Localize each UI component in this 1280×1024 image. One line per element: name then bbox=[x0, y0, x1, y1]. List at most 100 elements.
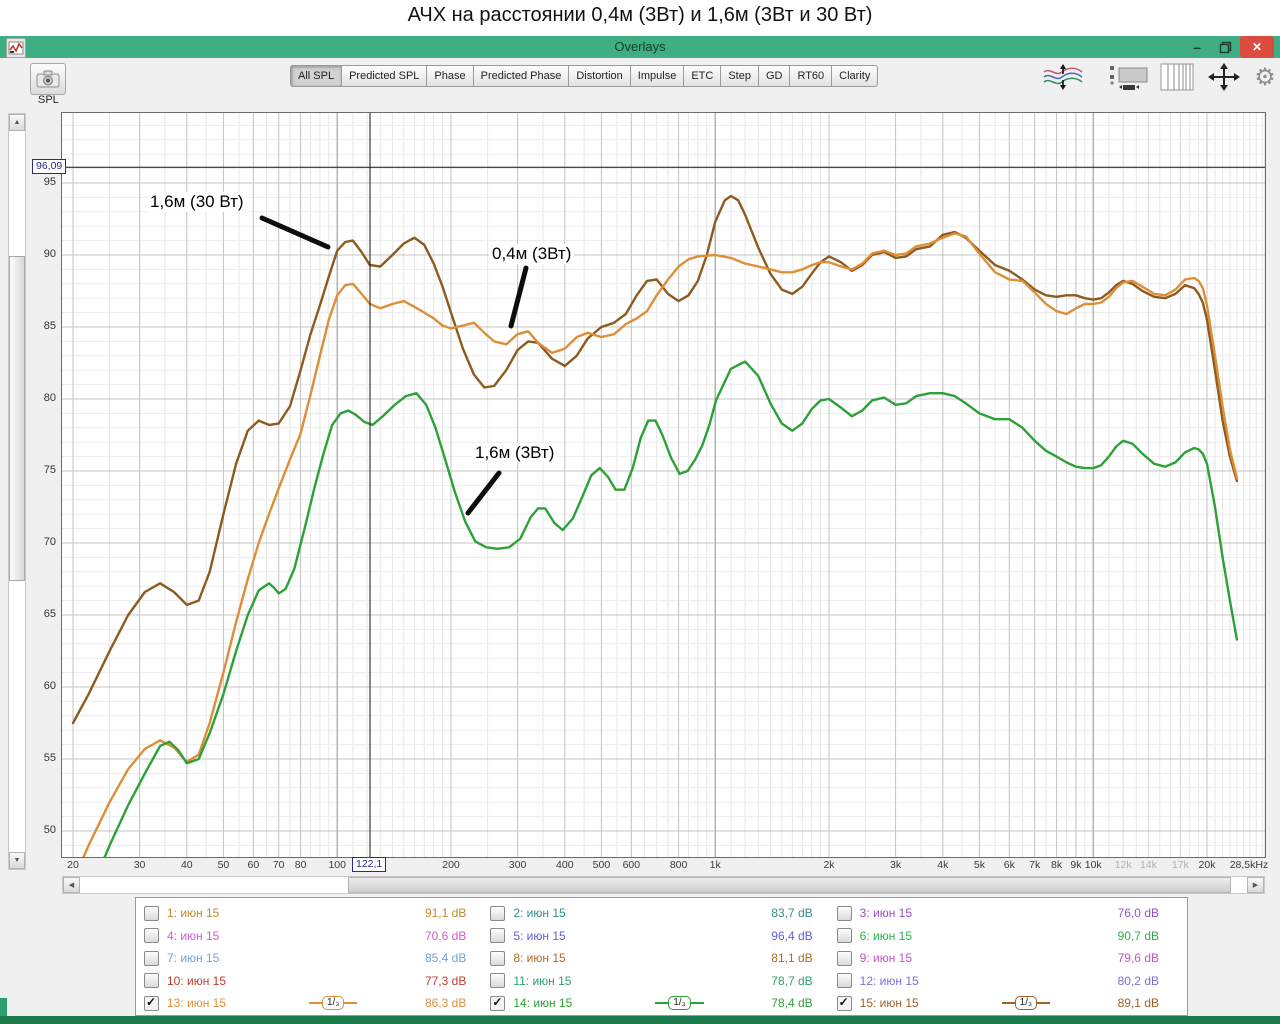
annotation-pointer-0-4-3 bbox=[508, 265, 529, 329]
graph-layout-button[interactable] bbox=[1104, 62, 1154, 92]
x-tick-14k: 14k bbox=[1139, 859, 1157, 871]
horizontal-scrollbar[interactable]: ◀ ▶ bbox=[62, 876, 1265, 894]
x-tick-800: 800 bbox=[669, 859, 688, 871]
tab-etc[interactable]: ETC bbox=[684, 65, 722, 87]
measurement-level: 91,1 dB bbox=[424, 906, 467, 921]
measurement-label[interactable]: 5: июн 15 bbox=[513, 928, 566, 943]
scroll-right-button[interactable]: ▶ bbox=[1247, 877, 1264, 893]
measurement-level: 89,1 dB bbox=[1117, 996, 1159, 1011]
minimize-button[interactable]: – bbox=[1193, 39, 1201, 55]
measurement-checkbox-1[interactable] bbox=[144, 905, 159, 921]
window-frame-bottom bbox=[0, 1016, 1280, 1024]
measurement-checkbox-3[interactable] bbox=[836, 905, 852, 921]
measurement-label[interactable]: 10: июн 15 bbox=[167, 973, 227, 988]
window-titlebar[interactable]: Overlays – ✕ bbox=[0, 36, 1280, 58]
capture-graph-button[interactable] bbox=[30, 63, 66, 95]
horizontal-scrollbar-thumb[interactable] bbox=[348, 877, 1231, 893]
cursor-level-readout: 96,09 bbox=[32, 159, 67, 174]
measurement-checkbox-6[interactable] bbox=[836, 928, 852, 944]
overlay-align-icon bbox=[1043, 64, 1083, 90]
smoothing-indicator: 1/₃ bbox=[1001, 996, 1051, 1011]
tab-clarity[interactable]: Clarity bbox=[832, 65, 879, 87]
measurement-level: 78,4 dB bbox=[771, 996, 813, 1011]
measurement-checkbox-7[interactable] bbox=[144, 950, 159, 966]
curve-1-6-3 bbox=[71, 360, 1239, 941]
cursor-frequency-readout: 122,1 bbox=[352, 857, 387, 872]
scroll-up-button[interactable]: ▲ bbox=[9, 114, 25, 131]
measurement-checkbox-14[interactable] bbox=[490, 995, 506, 1011]
x-tick-12k: 12k bbox=[1114, 859, 1132, 871]
y-tick-55: 55 bbox=[43, 752, 56, 764]
measurement-checkbox-13[interactable] bbox=[144, 995, 159, 1011]
window-title: Overlays bbox=[614, 39, 666, 54]
tab-rt60[interactable]: RT60 bbox=[790, 65, 833, 87]
measurement-row-14: 14: июн 15 1/₃ 78,4 dB bbox=[488, 992, 834, 1015]
measurement-label[interactable]: 8: июн 15 bbox=[513, 951, 566, 966]
y-tick-50: 50 bbox=[43, 824, 56, 836]
vertical-scrollbar[interactable]: ▲ ▼ bbox=[8, 113, 26, 870]
x-tick-1k: 1k bbox=[709, 859, 721, 871]
measurement-level: 96,4 dB bbox=[771, 928, 813, 943]
tab-all-spl[interactable]: All SPL bbox=[290, 65, 343, 87]
close-button[interactable]: ✕ bbox=[1240, 36, 1274, 58]
y-tick-85: 85 bbox=[43, 320, 56, 332]
tab-gd[interactable]: GD bbox=[758, 65, 791, 87]
measurement-label[interactable]: 13: июн 15 bbox=[167, 996, 227, 1011]
measurement-checkbox-10[interactable] bbox=[144, 973, 159, 989]
measurement-checkbox-12[interactable] bbox=[836, 973, 852, 989]
measurement-level: 86,3 dB bbox=[424, 996, 467, 1011]
x-tick-300: 300 bbox=[508, 859, 527, 871]
measurement-checkbox-9[interactable] bbox=[836, 950, 852, 966]
tab-predicted-phase[interactable]: Predicted Phase bbox=[473, 65, 570, 87]
x-tick-500: 500 bbox=[592, 859, 611, 871]
overlay-align-button[interactable] bbox=[1040, 62, 1086, 92]
measurement-label[interactable]: 3: июн 15 bbox=[859, 906, 913, 921]
tab-predicted-spl[interactable]: Predicted SPL bbox=[342, 65, 428, 87]
x-tick-400: 400 bbox=[556, 859, 574, 871]
vertical-scrollbar-thumb[interactable] bbox=[9, 256, 25, 581]
measurement-label[interactable]: 12: июн 15 bbox=[859, 973, 919, 988]
x-tick-28-5khz: 28,5kHz bbox=[1229, 859, 1269, 871]
measurement-label[interactable]: 14: июн 15 bbox=[513, 996, 573, 1011]
y-axis-title: SPL bbox=[38, 94, 59, 106]
measurement-checkbox-5[interactable] bbox=[490, 928, 506, 944]
measurement-checkbox-8[interactable] bbox=[490, 950, 506, 966]
measurement-label[interactable]: 6: июн 15 bbox=[859, 928, 913, 943]
x-tick-8k: 8k bbox=[1051, 859, 1063, 871]
tab-impulse[interactable]: Impulse bbox=[630, 65, 685, 87]
scroll-down-button[interactable]: ▼ bbox=[9, 852, 25, 869]
tab-distortion[interactable]: Distortion bbox=[569, 65, 631, 87]
measurement-row-12: 12: июн 15 80,2 dB bbox=[835, 970, 1181, 993]
frequency-bands-button[interactable] bbox=[1158, 62, 1196, 92]
pan-arrows-button[interactable] bbox=[1202, 62, 1246, 92]
measurement-level: 79,6 dB bbox=[1117, 951, 1159, 966]
y-tick-70: 70 bbox=[43, 536, 56, 548]
maximize-button[interactable] bbox=[1212, 36, 1238, 58]
measurement-level: 70,6 dB bbox=[424, 928, 467, 943]
y-tick-80: 80 bbox=[43, 392, 56, 404]
measurement-checkbox-11[interactable] bbox=[490, 973, 506, 989]
measurement-checkbox-15[interactable] bbox=[836, 995, 852, 1011]
scroll-left-button[interactable]: ◀ bbox=[63, 877, 80, 893]
measurement-label[interactable]: 2: июн 15 bbox=[513, 906, 566, 921]
x-tick-2k: 2k bbox=[823, 859, 835, 871]
toolbar: All SPL Predicted SPL Phase Predicted Phase… bbox=[0, 58, 1280, 96]
settings-gear-button[interactable]: ⚙ bbox=[1250, 62, 1280, 92]
x-tick-30: 30 bbox=[133, 859, 146, 871]
tab-step[interactable]: Step bbox=[721, 65, 759, 87]
measurement-row-5: 5: июн 15 96,4 dB bbox=[488, 925, 834, 948]
measurement-label[interactable]: 15: июн 15 bbox=[859, 996, 919, 1011]
measurement-row-15: 15: июн 15 1/₃ 89,1 dB bbox=[835, 992, 1181, 1015]
x-tick-50: 50 bbox=[217, 859, 230, 871]
tab-phase[interactable]: Phase bbox=[427, 65, 474, 87]
measurement-checkbox-2[interactable] bbox=[490, 905, 506, 921]
measurement-label[interactable]: 11: июн 15 bbox=[513, 973, 572, 988]
measurement-label[interactable]: 1: июн 15 bbox=[167, 906, 220, 921]
measurement-label[interactable]: 4: июн 15 bbox=[167, 928, 220, 943]
x-tick-100: 100 bbox=[328, 859, 346, 871]
spl-chart[interactable] bbox=[61, 112, 1266, 941]
x-tick-6k: 6k bbox=[1003, 859, 1015, 871]
measurement-label[interactable]: 9: июн 15 bbox=[859, 951, 913, 966]
measurement-label[interactable]: 7: июн 15 bbox=[167, 951, 220, 966]
measurement-checkbox-4[interactable] bbox=[144, 928, 159, 944]
